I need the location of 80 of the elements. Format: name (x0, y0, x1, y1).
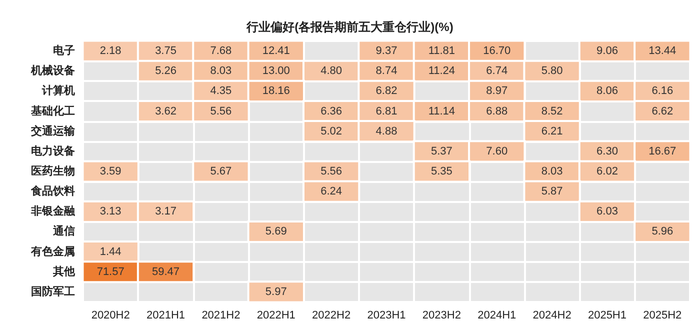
data-label: 9.06 (596, 45, 618, 58)
data-label: 6.36 (320, 105, 342, 118)
y-tick-label: 食品饮料 (30, 184, 75, 198)
x-tick-label: 2025H1 (588, 310, 626, 322)
data-label: 6.82 (376, 85, 398, 98)
data-label: 4.88 (376, 125, 398, 138)
data-label: 5.80 (541, 65, 563, 78)
x-tick-label: 2022H1 (256, 310, 296, 322)
data-label: 16.67 (648, 145, 676, 158)
data-label: 3.75 (155, 45, 176, 58)
data-label: 13.44 (648, 45, 676, 58)
x-tick-label: 2023H2 (422, 310, 461, 322)
x-tick-label: 2023H1 (367, 310, 406, 322)
data-label: 5.67 (210, 166, 232, 178)
y-tick-label: 计算机 (41, 84, 75, 98)
data-label: 71.57 (96, 266, 124, 278)
data-label: 6.74 (486, 65, 508, 78)
y-tick-label: 基础化工 (30, 104, 75, 118)
data-label: 11.14 (428, 105, 456, 118)
data-label: 6.03 (596, 206, 618, 218)
data-label: 7.60 (486, 145, 508, 158)
data-label: 5.37 (430, 145, 452, 158)
data-label: 5.96 (652, 226, 674, 238)
y-tick-label: 交通运输 (30, 124, 76, 138)
data-label: 5.87 (541, 186, 563, 198)
x-tick-label: 2025H2 (643, 310, 682, 322)
data-label: 3.13 (100, 206, 122, 218)
y-tick-label: 国防军工 (31, 284, 75, 298)
data-label: 6.24 (320, 186, 342, 198)
x-tick-label: 2024H1 (478, 310, 516, 322)
data-label: 6.16 (652, 85, 674, 98)
data-label: 5.35 (430, 166, 452, 178)
data-label: 5.97 (265, 286, 287, 298)
data-label: 5.56 (320, 166, 342, 178)
data-label: 2.18 (100, 45, 122, 58)
data-label: 6.21 (541, 125, 563, 138)
data-label: 4.80 (320, 65, 342, 78)
y-tick-label: 其他 (52, 264, 76, 278)
data-label: 3.62 (155, 105, 176, 118)
data-label: 1.44 (100, 246, 122, 258)
chart-title: 行业偏好(各报告期前五大重仓行业)(%) (246, 20, 454, 34)
data-label: 6.02 (596, 166, 618, 178)
data-label: 11.24 (428, 65, 456, 78)
y-tick-label: 机械设备 (30, 64, 75, 78)
data-label: 13.00 (262, 65, 290, 78)
x-tick-label: 2021H1 (146, 310, 186, 322)
data-label: 59.47 (152, 266, 180, 278)
data-label: 8.74 (376, 65, 398, 78)
data-label: 6.30 (596, 145, 618, 158)
data-label: 5.02 (320, 125, 342, 138)
data-label: 5.69 (265, 226, 287, 238)
data-label: 3.59 (100, 166, 122, 178)
data-label: 6.62 (652, 105, 674, 118)
data-label: 6.88 (486, 105, 508, 118)
data-label: 9.37 (376, 45, 398, 58)
y-tick-label: 非银金融 (30, 204, 76, 218)
y-tick-label: 医药生物 (31, 164, 75, 178)
x-tick-label: 2022H2 (312, 310, 351, 322)
y-tick-label: 电力设备 (31, 144, 75, 158)
data-label: 18.16 (262, 85, 290, 98)
data-label: 4.35 (210, 85, 232, 98)
x-tick-label: 2024H2 (532, 310, 572, 322)
data-label: 8.06 (596, 85, 618, 98)
data-label: 5.56 (210, 105, 232, 118)
data-label: 11.81 (428, 45, 456, 58)
data-label: 16.70 (483, 45, 511, 58)
y-tick-label: 通信 (52, 224, 75, 238)
data-label: 12.41 (262, 45, 290, 58)
y-tick-label: 有色金属 (30, 244, 75, 258)
data-label: 5.26 (155, 65, 176, 78)
x-tick-label: 2020H2 (91, 310, 130, 322)
data-label: 8.03 (210, 65, 232, 78)
data-label: 7.68 (210, 45, 232, 58)
data-label: 8.52 (541, 105, 563, 118)
data-label: 6.81 (376, 105, 398, 118)
x-tick-label: 2021H2 (202, 310, 240, 322)
data-label: 8.03 (541, 166, 563, 178)
data-label: 3.17 (155, 206, 176, 218)
data-label: 8.97 (486, 85, 508, 98)
y-tick-label: 电子 (53, 44, 75, 58)
